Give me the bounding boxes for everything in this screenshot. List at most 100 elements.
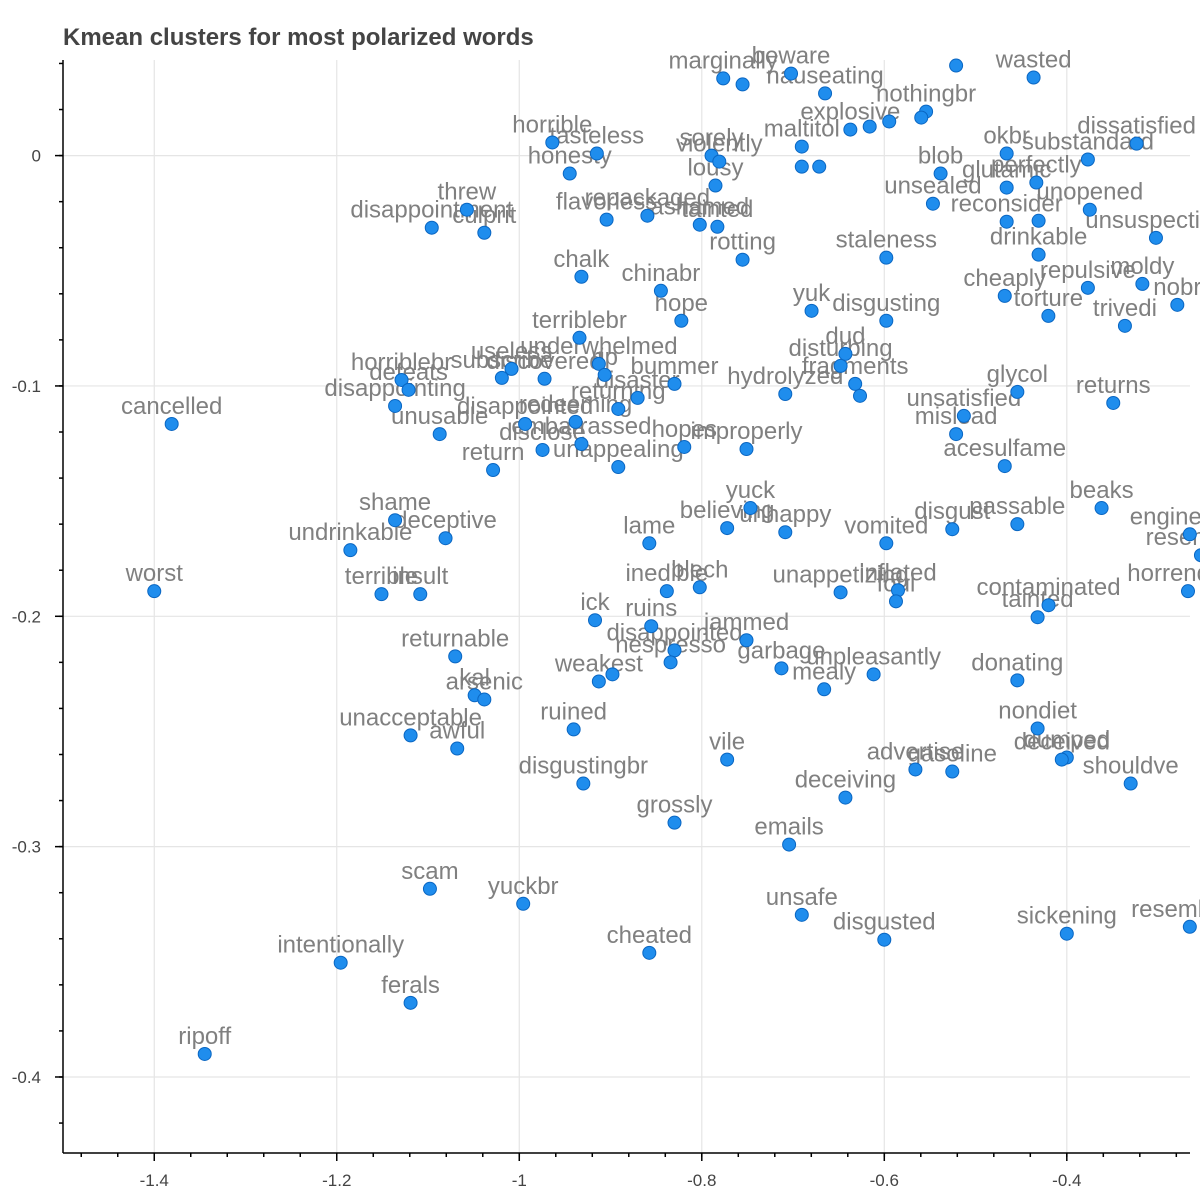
axis-ticks: -1.4 -1.2 -1 -0.8 -0.6 -0.4 0 -0.1 -0.2 -0.3 -0.4 [12,62,1178,1190]
data-point [720,752,735,767]
point-label: disgust [914,498,990,525]
point-label: chalk [553,246,610,273]
data-point [450,741,465,756]
data-point [833,358,848,373]
data-point [611,460,626,475]
point-label: bummer [630,353,718,380]
point-label: intentionally [277,932,404,959]
point-label: threw [438,179,497,206]
point-label: vomited [844,512,928,539]
point-label: ashamed [650,194,749,221]
point-label: dud [825,323,865,350]
point-label: defeats [369,359,448,386]
point-label: unopened [1036,179,1143,206]
data-point [1080,280,1095,295]
data-point [343,543,358,558]
y-tick-label: -0.3 [12,838,41,857]
data-point [997,459,1012,474]
point-label: useless [471,338,552,365]
data-point [1082,202,1097,217]
point-label: worst [125,560,184,587]
data-point [1129,136,1144,151]
data-point [1026,70,1041,85]
point-label: deceived [1014,729,1110,756]
data-point [925,196,940,211]
point-label: glycol [987,361,1048,388]
point-label: grossly [636,792,712,819]
point-label: cheated [607,922,692,949]
data-point [1031,247,1046,262]
point-label: underwhelmed [520,333,677,360]
data-point [720,521,735,536]
point-label: moldy [1110,253,1174,280]
point-label: unsafe [766,884,838,911]
data-point [949,427,964,442]
data-point [147,584,162,599]
data-point [956,408,971,423]
data-point [735,77,750,92]
data-point [562,166,577,181]
data-point [888,594,903,609]
y-tick-label: -0.4 [12,1068,41,1087]
data-point [164,416,179,431]
data-point [712,154,727,169]
data-point [667,815,682,830]
point-label: disappointed [606,619,742,646]
point-label: inflated [859,559,936,586]
data-point [818,86,833,101]
point-label: shame [359,489,431,516]
point-label: inedible [625,560,708,587]
point-label: reconsider [951,191,1063,218]
data-point [945,764,960,779]
data-point [1106,395,1121,410]
data-point [677,439,692,454]
point-label: unsealed [884,173,981,200]
point-label: resembling [1131,896,1200,923]
data-point [438,531,453,546]
data-point [778,387,793,402]
point-label: returnable [401,625,509,652]
data-point [1041,308,1056,323]
data-point [394,372,409,387]
data-point [674,313,689,328]
point-label: nobr [1153,274,1200,301]
point-label: okbr [983,123,1030,150]
point-label: discovered [487,348,603,375]
data-point [1123,776,1138,791]
point-label: blob [918,143,963,170]
data-point [576,776,591,791]
data-point [817,682,832,697]
data-point [949,58,964,73]
data-point [611,401,626,416]
data-point [588,613,603,628]
point-label: horrible [512,111,592,138]
point-label: believing [680,497,775,524]
data-point [838,790,853,805]
x-tick-label: -1.4 [140,1171,169,1190]
point-label: maltitol [764,116,840,143]
data-point [504,361,519,376]
data-point [1030,721,1045,736]
data-point [537,371,552,386]
data-point [999,214,1014,229]
chart-title: Kmean clusters for most polarized words [63,24,534,51]
point-label: awful [429,718,485,745]
data-point [403,728,418,743]
point-label: marginally [669,47,778,74]
data-point [1031,213,1046,228]
point-label: insult [392,563,448,590]
data-point [1029,175,1044,190]
data-point [477,692,492,707]
point-label: embarrassed [511,413,651,440]
data-point [1010,384,1025,399]
data-point [574,269,589,284]
data-point [477,225,492,240]
point-label: yuck [726,477,776,504]
data-point [735,252,750,267]
data-point [1094,501,1109,516]
data-point [838,346,853,361]
point-label: subscribe [450,347,553,374]
data-point [653,283,668,298]
data-point [1054,752,1069,767]
